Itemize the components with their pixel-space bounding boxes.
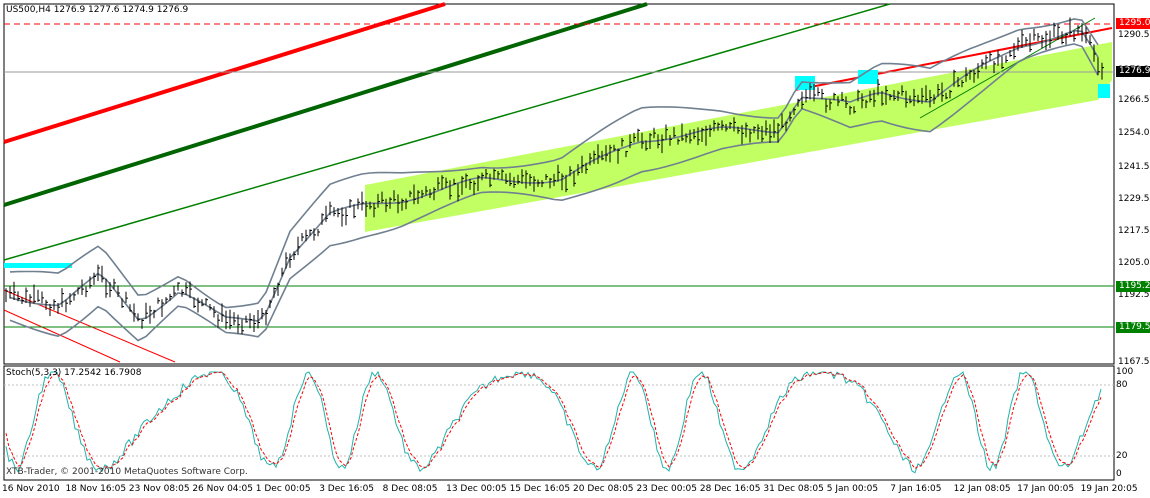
red-down-line-2[interactable] xyxy=(3,309,121,363)
resistance-price-tag: 1295.0 xyxy=(1116,18,1150,29)
price-tick-label: 1241.5 xyxy=(1118,162,1150,172)
oscillator-panel-header: Stoch(5,3,3) 17.2542 16.7908 xyxy=(6,368,142,378)
stoch-signal-line xyxy=(5,371,1102,470)
watermark: XTB-Trader, © 2001-2010 MetaQuotes Softw… xyxy=(6,467,248,477)
price-tick-label: 1205.0 xyxy=(1118,258,1150,268)
time-tick-label: 5 Jan 00:05 xyxy=(826,484,879,494)
time-tick-label: 23 Dec 00:05 xyxy=(636,484,697,494)
time-tick-label: 16 Nov 2010 xyxy=(2,484,60,494)
time-tick-label: 23 Nov 08:05 xyxy=(128,484,190,494)
time-tick-label: 7 Jan 16:05 xyxy=(890,484,942,494)
time-tick-label: 13 Dec 00:05 xyxy=(446,484,507,494)
oscillator-panel-frame xyxy=(3,365,1115,481)
lower-band xyxy=(9,43,1099,342)
price-tick-label: 1167.5 xyxy=(1118,357,1150,367)
time-tick-label: 17 Jan 00:05 xyxy=(1017,484,1075,494)
red-channel-line[interactable] xyxy=(3,2,446,144)
stoch-tick-100: 100 xyxy=(1116,367,1134,377)
price-tick-label: 1290.5 xyxy=(1118,30,1150,40)
stoch-main-line xyxy=(5,370,1102,474)
price-tick-label: 1217.5 xyxy=(1118,226,1150,236)
cyan-marker-4 xyxy=(1098,84,1110,98)
time-tick-label: 31 Dec 08:05 xyxy=(763,484,824,494)
green-channel-line-thick[interactable] xyxy=(3,2,648,207)
price-tick-label: 1266.5 xyxy=(1118,95,1150,105)
upper-band xyxy=(9,18,1099,309)
stoch-tick-0: 0 xyxy=(1116,469,1122,479)
time-tick-label: 15 Dec 16:05 xyxy=(509,484,571,494)
regression-channel xyxy=(365,42,1112,232)
cyan-marker-3 xyxy=(858,70,878,84)
stochastic-lines xyxy=(5,370,1102,474)
time-tick-label: 3 Dec 16:05 xyxy=(319,484,375,494)
time-tick-label: 8 Dec 08:05 xyxy=(382,484,438,494)
price-tick-label: 1229.5 xyxy=(1118,194,1150,204)
price-bars xyxy=(5,17,1104,335)
stoch-tick-80: 80 xyxy=(1116,380,1128,390)
green-channel-line-thin[interactable] xyxy=(3,3,891,261)
cyan-marker-1 xyxy=(4,263,72,268)
price-tick-label: 1192.5 xyxy=(1118,290,1150,300)
level-price-tag-2: 1179.5 xyxy=(1116,322,1150,333)
time-tick-label: 12 Jan 08:05 xyxy=(953,484,1011,494)
red-down-line[interactable] xyxy=(3,289,176,363)
time-tick-label: 19 Jan 20:05 xyxy=(1080,484,1138,494)
time-tick-label: 28 Dec 16:05 xyxy=(699,484,761,494)
main-panel-header: US500,H4 1276.9 1277.6 1274.9 1276.9 xyxy=(6,5,189,15)
stoch-tick-20: 20 xyxy=(1116,451,1128,461)
price-tick-label: 1254.0 xyxy=(1118,128,1150,138)
time-tick-label: 18 Nov 16:05 xyxy=(65,484,127,494)
time-tick-label: 26 Nov 04:05 xyxy=(192,484,254,494)
level-price-tag-1: 1195.2 xyxy=(1116,281,1150,292)
time-tick-label: 20 Dec 08:05 xyxy=(573,484,634,494)
last-price-tag: 1276.9 xyxy=(1116,66,1150,77)
time-tick-label: 1 Dec 00:05 xyxy=(255,484,311,494)
